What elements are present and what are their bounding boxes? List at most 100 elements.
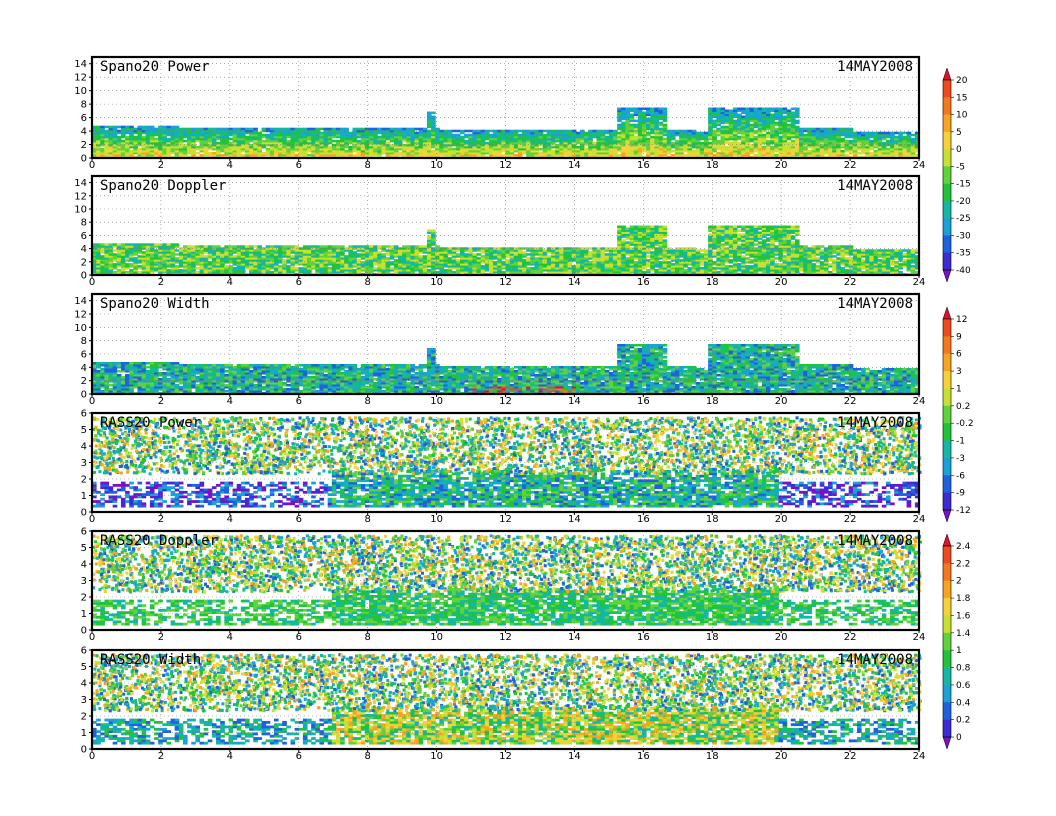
heatmap-cell bbox=[679, 130, 684, 133]
heatmap-cell bbox=[729, 142, 734, 145]
heatmap-cell bbox=[361, 245, 366, 247]
heatmap-cell bbox=[142, 251, 147, 253]
heatmap-cell bbox=[787, 110, 792, 113]
heatmap-cell bbox=[592, 142, 597, 145]
heatmap-cell bbox=[406, 128, 411, 131]
heatmap-cell bbox=[137, 265, 142, 267]
heatmap-cell bbox=[840, 150, 845, 153]
x-tick-label: 14 bbox=[568, 160, 581, 171]
heatmap-cell bbox=[113, 253, 118, 255]
heatmap-cell bbox=[774, 108, 779, 111]
x-tick-label: 2 bbox=[158, 160, 164, 171]
heatmap-cell bbox=[708, 142, 713, 145]
heatmap-cell bbox=[319, 128, 324, 131]
heatmap-cell bbox=[212, 152, 217, 155]
x-tick-label: 10 bbox=[430, 160, 443, 171]
heatmap-cell bbox=[526, 253, 531, 255]
heatmap-cell bbox=[394, 128, 399, 131]
heatmap-cell bbox=[625, 257, 630, 259]
heatmap-cell bbox=[820, 128, 825, 131]
heatmap-cell bbox=[117, 126, 122, 129]
heatmap-cell bbox=[787, 124, 792, 127]
y-tick-label: 14 bbox=[74, 59, 87, 70]
heatmap-cell bbox=[605, 253, 610, 255]
heatmap-cell bbox=[754, 108, 759, 111]
heatmap-cell bbox=[704, 132, 709, 135]
heatmap-cell bbox=[386, 249, 391, 251]
heatmap-cell bbox=[534, 257, 539, 259]
heatmap-cell bbox=[902, 136, 907, 139]
heatmap-cell bbox=[204, 128, 209, 131]
heatmap-cell bbox=[353, 154, 358, 157]
heatmap-cell bbox=[605, 136, 610, 139]
heatmap-cell bbox=[464, 140, 469, 143]
heatmap-cell bbox=[762, 134, 767, 137]
heatmap-cell bbox=[348, 132, 353, 135]
heatmap-cell bbox=[336, 140, 341, 143]
heatmap-cell bbox=[278, 265, 283, 267]
heatmap-cell bbox=[171, 126, 176, 129]
heatmap-cell bbox=[675, 140, 680, 143]
heatmap-cell bbox=[716, 128, 721, 131]
heatmap-cell bbox=[303, 245, 308, 247]
heatmap-cell bbox=[220, 154, 225, 157]
heatmap-cell bbox=[224, 245, 229, 247]
heatmap-cell bbox=[658, 122, 663, 125]
heatmap-cell bbox=[621, 108, 626, 111]
heatmap-cell bbox=[555, 130, 560, 133]
heatmap-cell bbox=[675, 130, 680, 133]
heatmap-cell bbox=[237, 245, 242, 247]
heatmap-cell bbox=[137, 148, 142, 151]
heatmap-cell bbox=[175, 126, 180, 129]
heatmap-cell bbox=[423, 245, 428, 247]
heatmap-cell bbox=[493, 247, 498, 249]
heatmap-cell bbox=[348, 245, 353, 247]
heatmap-cell bbox=[129, 150, 134, 153]
heatmap-cell bbox=[725, 110, 730, 113]
heatmap-cell bbox=[803, 134, 808, 137]
heatmap-cell bbox=[737, 108, 742, 111]
heatmap-cell bbox=[228, 245, 233, 247]
heatmap-cell bbox=[427, 235, 432, 237]
heatmap-cell bbox=[187, 128, 192, 131]
heatmap-cell bbox=[224, 265, 229, 267]
heatmap-cell bbox=[526, 267, 531, 269]
heatmap-cell bbox=[551, 150, 556, 153]
heatmap-cell bbox=[543, 249, 548, 251]
heatmap-cell bbox=[104, 126, 109, 129]
heatmap-cell bbox=[853, 132, 858, 135]
heatmap-cell bbox=[907, 132, 912, 135]
heatmap-cell bbox=[290, 255, 295, 257]
heatmap-cell bbox=[100, 126, 105, 129]
heatmap-cell bbox=[464, 253, 469, 255]
heatmap-cell bbox=[547, 130, 552, 133]
heatmap-cell bbox=[683, 154, 688, 157]
heatmap-cell bbox=[394, 245, 399, 247]
heatmap-cell bbox=[766, 132, 771, 135]
heatmap-cell bbox=[290, 128, 295, 131]
heatmap-cell bbox=[489, 134, 494, 137]
heatmap-cell bbox=[894, 136, 899, 139]
heatmap-cell bbox=[212, 128, 217, 131]
x-tick-label: 20 bbox=[775, 160, 788, 171]
x-tick-label: 0 bbox=[89, 160, 95, 171]
heatmap-cell bbox=[617, 108, 622, 111]
heatmap-cell bbox=[749, 108, 754, 111]
heatmap-cell bbox=[671, 150, 676, 153]
heatmap-cell bbox=[303, 128, 308, 131]
heatmap-cell bbox=[485, 142, 490, 145]
heatmap-cell bbox=[762, 146, 767, 149]
heatmap-cell bbox=[121, 126, 126, 129]
heatmap-cell bbox=[754, 130, 759, 133]
heatmap-cell bbox=[749, 144, 754, 147]
heatmap-cell bbox=[716, 108, 721, 111]
heatmap-cell bbox=[245, 245, 250, 247]
heatmap-cell bbox=[233, 255, 238, 257]
heatmap-cell bbox=[559, 130, 564, 133]
heatmap-cell bbox=[158, 126, 163, 129]
heatmap-cell bbox=[692, 150, 697, 153]
heatmap-cell bbox=[369, 245, 374, 247]
heatmap-cell bbox=[183, 144, 188, 147]
heatmap-cell bbox=[191, 128, 196, 131]
heatmap-cell bbox=[431, 116, 436, 119]
